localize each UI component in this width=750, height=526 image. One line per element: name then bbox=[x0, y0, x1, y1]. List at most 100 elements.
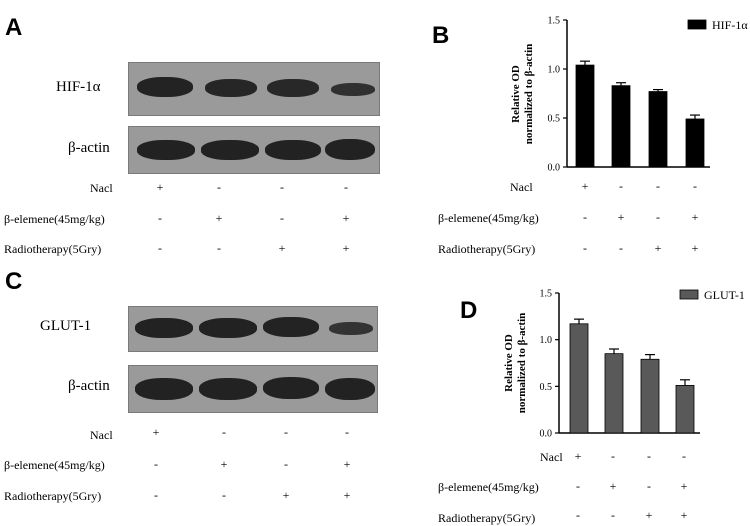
sign: + bbox=[654, 241, 662, 255]
condition-label-elemene-a: β-elemene(45mg/kg) bbox=[4, 212, 105, 226]
blot-label-beta-actin-c: β-actin bbox=[68, 378, 110, 394]
sign: - bbox=[280, 180, 284, 194]
sign: + bbox=[680, 508, 688, 522]
condition-label-radiotherapy-d: Radiotherapy(5Gry) bbox=[438, 511, 536, 525]
sign: - bbox=[693, 179, 697, 193]
sign: + bbox=[282, 488, 290, 502]
sign: - bbox=[647, 449, 651, 463]
blot-band bbox=[137, 140, 195, 160]
sign: - bbox=[656, 210, 660, 224]
bar-b bbox=[575, 64, 595, 168]
sign: - bbox=[222, 488, 226, 502]
y-tick-label-d: 0.0 bbox=[540, 429, 553, 440]
blot-band bbox=[135, 318, 193, 338]
legend-label-d: GLUT-1 bbox=[704, 288, 745, 302]
y-tick-label-b: 0.5 bbox=[548, 114, 561, 125]
panel-letter-b: B bbox=[432, 22, 450, 49]
panel-letter-d: D bbox=[460, 297, 478, 324]
sign: + bbox=[617, 210, 625, 224]
condition-label-nacl-b: Nacl bbox=[510, 180, 533, 194]
y-tick-label-d: 1.0 bbox=[540, 335, 553, 346]
panel-letter-c: C bbox=[5, 268, 23, 295]
sign: - bbox=[611, 508, 615, 522]
blot-label-glut1: GLUT-1 bbox=[40, 318, 92, 334]
panel-letter-a: A bbox=[5, 14, 23, 41]
condition-label-nacl-c: Nacl bbox=[90, 428, 113, 442]
sign: - bbox=[284, 425, 288, 439]
bar-b bbox=[685, 118, 705, 168]
blot-band bbox=[199, 318, 257, 338]
condition-label-elemene-c: β-elemene(45mg/kg) bbox=[4, 458, 105, 472]
sign: + bbox=[278, 241, 286, 255]
bar-b bbox=[611, 85, 631, 168]
legend-label-b: HIF-1α bbox=[712, 18, 748, 32]
sign: + bbox=[215, 211, 223, 225]
sign: - bbox=[222, 425, 226, 439]
blot-band bbox=[325, 139, 375, 160]
sign: - bbox=[158, 241, 162, 255]
condition-label-nacl-a: Nacl bbox=[90, 181, 113, 195]
sign: - bbox=[619, 241, 623, 255]
blot-band bbox=[265, 140, 321, 160]
sign: - bbox=[583, 210, 587, 224]
blot-label-hif1a: HIF-1α bbox=[56, 79, 101, 95]
western-blot-hif1a bbox=[128, 62, 380, 116]
sign: - bbox=[647, 479, 651, 493]
bar-b bbox=[648, 91, 668, 168]
blot-band bbox=[137, 77, 193, 97]
sign: - bbox=[154, 488, 158, 502]
sign: + bbox=[342, 211, 350, 225]
sign: + bbox=[343, 457, 351, 471]
sign: + bbox=[581, 179, 589, 193]
sign: + bbox=[691, 210, 699, 224]
blot-band bbox=[331, 83, 375, 96]
blot-band bbox=[205, 79, 257, 97]
condition-label-elemene-b: β-elemene(45mg/kg) bbox=[438, 211, 539, 225]
bar-d bbox=[640, 358, 660, 434]
sign: - bbox=[284, 457, 288, 471]
sign: + bbox=[574, 449, 582, 463]
y-tick-label-b: 1.0 bbox=[548, 65, 561, 76]
sign: - bbox=[280, 211, 284, 225]
y-axis-title-line: Relative OD bbox=[510, 65, 522, 123]
sign: - bbox=[217, 180, 221, 194]
sign: - bbox=[576, 508, 580, 522]
sign: - bbox=[344, 180, 348, 194]
blot-band bbox=[263, 317, 319, 337]
sign: - bbox=[619, 179, 623, 193]
condition-label-elemene-d: β-elemene(45mg/kg) bbox=[438, 480, 539, 494]
sign: + bbox=[342, 241, 350, 255]
y-tick-label-d: 1.5 bbox=[540, 289, 553, 300]
blot-band bbox=[325, 378, 375, 400]
condition-label-radiotherapy-a: Radiotherapy(5Gry) bbox=[4, 242, 102, 256]
western-blot-beta-actin-c bbox=[128, 365, 378, 413]
condition-label-nacl-d: Nacl bbox=[540, 450, 563, 464]
blot-band bbox=[199, 378, 257, 400]
sign: + bbox=[156, 180, 164, 194]
blot-band bbox=[329, 322, 373, 335]
western-blot-glut1 bbox=[128, 306, 378, 352]
y-axis-title-line: normalized to β-actin bbox=[516, 313, 528, 414]
sign: - bbox=[682, 449, 686, 463]
legend-swatch-b bbox=[687, 19, 707, 30]
sign: + bbox=[152, 425, 160, 439]
sign: - bbox=[576, 479, 580, 493]
sign: + bbox=[691, 241, 699, 255]
sign: - bbox=[656, 179, 660, 193]
sign: + bbox=[343, 488, 351, 502]
legend-swatch-d bbox=[679, 289, 699, 300]
blot-band bbox=[135, 378, 193, 400]
y-tick-label-d: 0.5 bbox=[540, 382, 553, 393]
sign: - bbox=[217, 241, 221, 255]
sign: + bbox=[680, 479, 688, 493]
sign: + bbox=[220, 457, 228, 471]
sign: - bbox=[345, 425, 349, 439]
sign: - bbox=[611, 449, 615, 463]
y-axis-title-line: Relative OD bbox=[503, 334, 515, 392]
blot-band bbox=[267, 79, 319, 97]
sign: + bbox=[609, 479, 617, 493]
sign: - bbox=[154, 457, 158, 471]
y-axis-title-line: normalized to β-actin bbox=[523, 44, 535, 145]
y-tick-label-b: 1.5 bbox=[548, 16, 561, 27]
y-tick-label-b: 0.0 bbox=[548, 163, 561, 174]
